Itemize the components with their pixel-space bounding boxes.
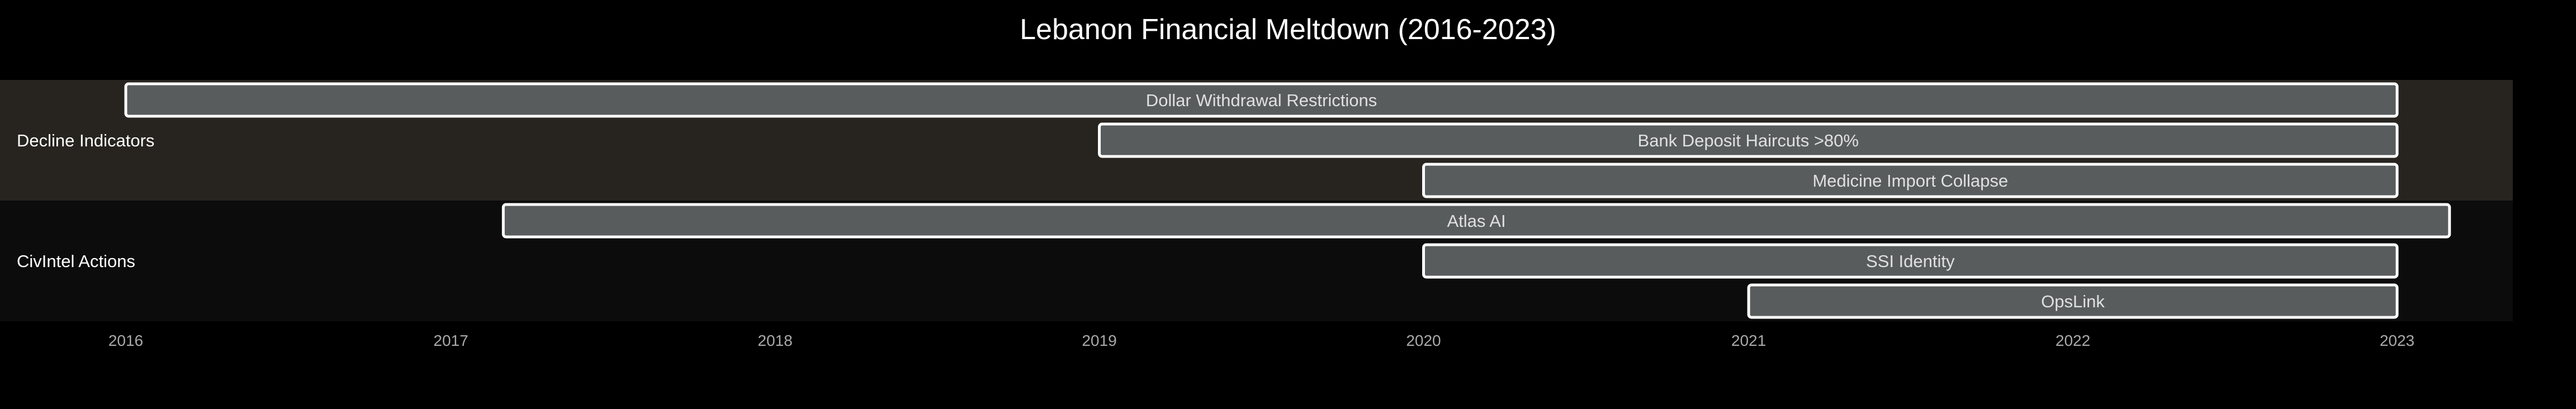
x-tick-label: 2020 [1406, 332, 1441, 349]
task-bar [501, 203, 2451, 239]
x-tick-label: 2016 [108, 332, 143, 349]
task-label: SSI Identity [1866, 251, 1955, 271]
task-bar [1747, 283, 2399, 319]
chart-title: Lebanon Financial Meltdown (2016-2023) [1020, 13, 1556, 46]
task-label: Bank Deposit Haircuts >80% [1638, 131, 1859, 150]
task-label: OpsLink [2041, 292, 2105, 311]
x-tick-label: 2017 [433, 332, 468, 349]
task-bar [124, 82, 2399, 118]
task-bars: Dollar Withdrawal Restrictions Bank Depos… [124, 82, 2451, 319]
section-label: CivIntel Actions [17, 251, 135, 271]
task-label: Atlas AI [1447, 211, 1505, 231]
task-bar [1098, 122, 2399, 158]
x-tick-label: 2018 [757, 332, 792, 349]
task-label: Dollar Withdrawal Restrictions [1146, 91, 1377, 110]
x-axis: 2016 2017 2018 2019 2020 2021 2022 2023 [108, 332, 2414, 349]
x-tick-label: 2022 [2056, 332, 2090, 349]
task-label: Medicine Import Collapse [1812, 171, 2008, 191]
task-bar [1422, 163, 2399, 198]
x-tick-label: 2019 [1082, 332, 1116, 349]
section-label: Decline Indicators [17, 131, 154, 150]
task-bar [1422, 243, 2399, 279]
x-tick-label: 2021 [1731, 332, 1766, 349]
x-tick-label: 2023 [2380, 332, 2414, 349]
